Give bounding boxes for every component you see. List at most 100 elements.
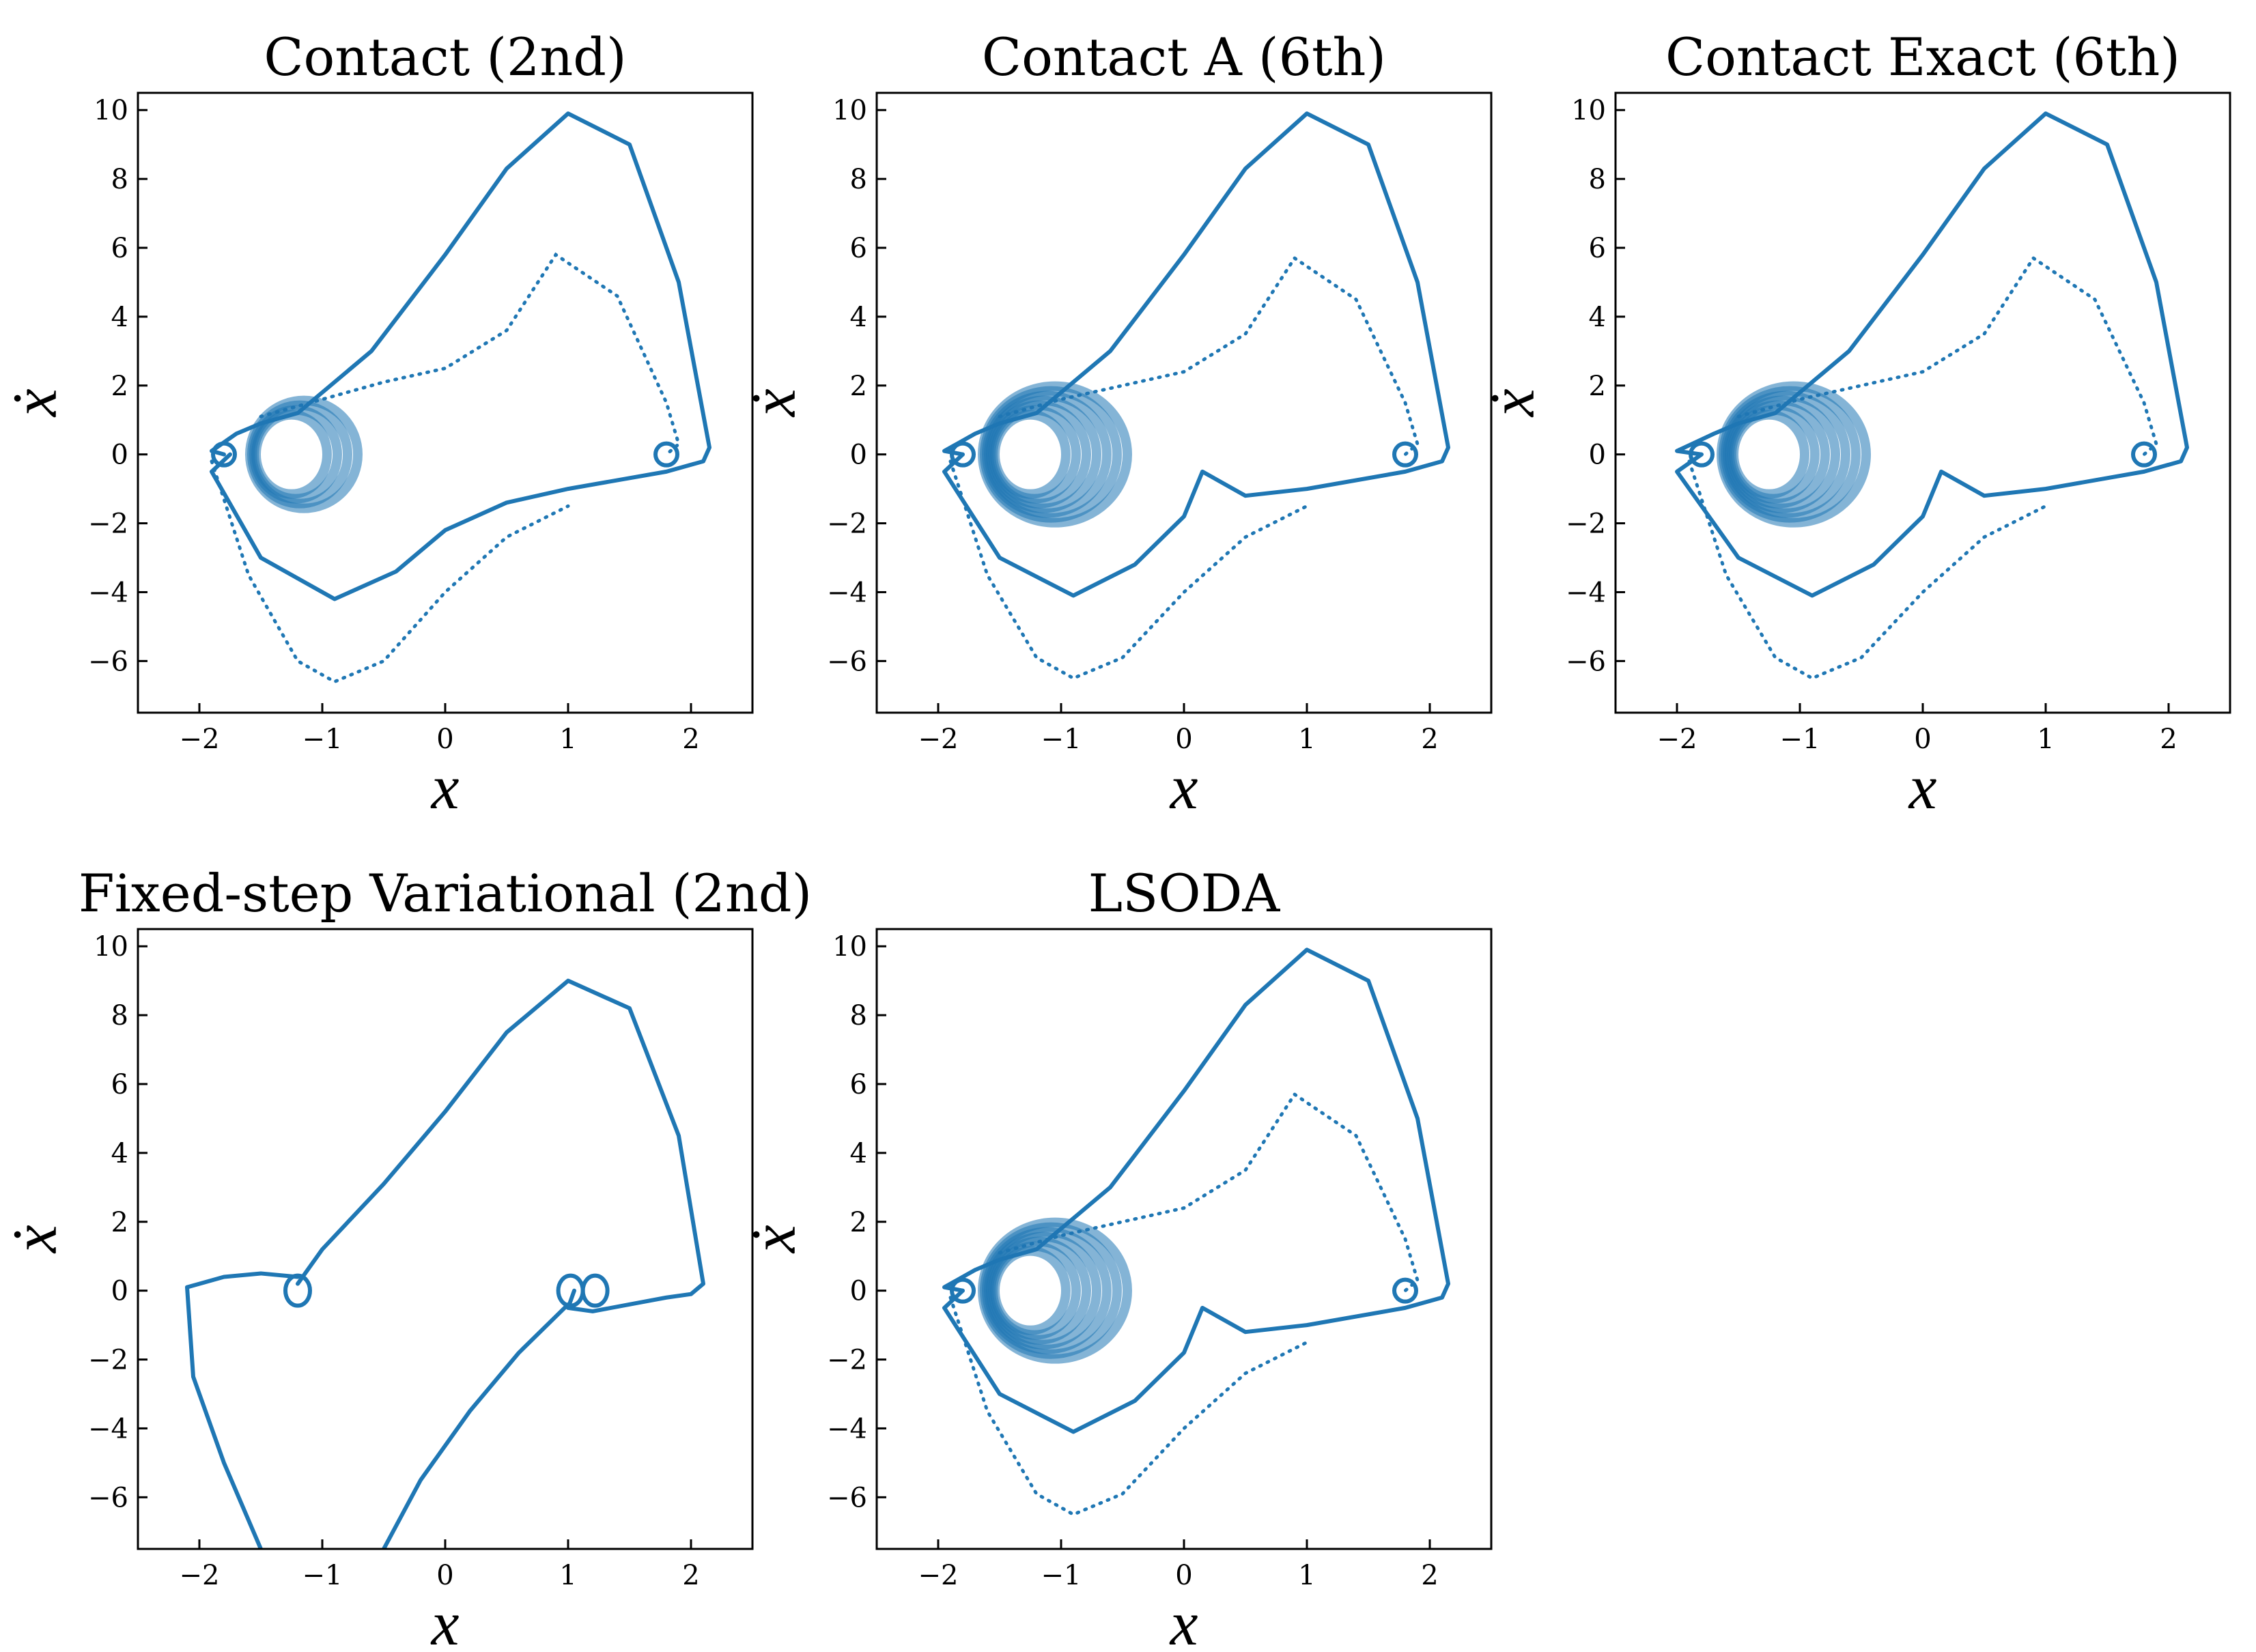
- chart-1-xtick-label: 2: [1421, 724, 1438, 755]
- chart-2-panel: Contact Exact (6th) −2 −1 0 1 2 −6 −4 −2 0 2 4 6 8 10 x…: [1478, 27, 2231, 822]
- chart-1-ytick-label: 6: [850, 233, 867, 264]
- chart-2-ytick-label: −2: [1566, 509, 1606, 540]
- chart-2-ytick-label: 8: [1589, 164, 1606, 195]
- chart-3-series-1: [185, 1271, 300, 1549]
- chart-0-spiral-3: [245, 395, 363, 513]
- chart-0-xtick-label: −1: [302, 724, 343, 755]
- chart-3-loop-2: [580, 1273, 610, 1308]
- chart-3-xtick-label: 1: [559, 1560, 576, 1591]
- chart-2-ytick-label: 4: [1589, 302, 1606, 333]
- chart-0-xtick-label: 1: [559, 724, 576, 755]
- chart-1-ylabel: ẋ: [739, 388, 808, 417]
- chart-2-ylabel: ẋ: [1478, 388, 1547, 417]
- chart-1-xtick-label: 0: [1175, 724, 1192, 755]
- chart-0-xtick-label: 0: [436, 724, 453, 755]
- chart-0-ytick-label: 10: [94, 95, 128, 126]
- chart-4-xtick-label: 0: [1175, 1560, 1192, 1591]
- chart-2-xlabel: x: [1908, 752, 1937, 822]
- chart-1-marks: [942, 111, 1450, 681]
- chart-2-series-2: [1687, 459, 2048, 681]
- chart-2-series-0: [1675, 111, 2189, 598]
- chart-1-ytick-label: −6: [827, 646, 867, 677]
- chart-4-xtick-label: 1: [1298, 1560, 1315, 1591]
- chart-1-ytick-label: 8: [850, 164, 867, 195]
- chart-3-ytick-label: 2: [111, 1207, 128, 1238]
- chart-3-ytick-label: 4: [111, 1138, 128, 1169]
- chart-2-frame: [1614, 91, 2231, 714]
- chart-1-title: Contact A (6th): [982, 27, 1386, 87]
- chart-3-xtick-label: −1: [302, 1560, 343, 1591]
- chart-0-ytick-label: −6: [88, 646, 128, 677]
- chart-4-ytick-label: 8: [850, 1000, 867, 1031]
- chart-3-ytick-label: −6: [88, 1482, 128, 1513]
- chart-4-panel: LSODA −2 −1 0 1 2 −6 −4 −2 0 2 4 6 8 10 x ẋ: [739, 863, 1493, 1652]
- chart-3-loop-0: [283, 1273, 312, 1308]
- chart-3-xtick-label: −2: [180, 1560, 220, 1591]
- chart-3-ytick-label: −4: [88, 1413, 128, 1444]
- chart-2-title: Contact Exact (6th): [1665, 27, 2180, 87]
- chart-0-xtick-label: 2: [682, 724, 699, 755]
- chart-0-marks: [210, 111, 711, 684]
- chart-2-marks: [1675, 111, 2189, 681]
- chart-4-ylabel: ẋ: [739, 1225, 808, 1253]
- chart-4-spiral-6: [978, 1217, 1132, 1364]
- chart-3-panel: Fixed-step Variational (2nd) −2 −1 0 1 2 −6 −4 −…: [0, 863, 812, 1652]
- chart-0-panel: Contact (2nd) −2 −1 0 1 2 −6 −4 −2 0 2 4 6 8 10 x ẋ: [0, 27, 754, 822]
- chart-2-xtick-label: 0: [1914, 724, 1931, 755]
- chart-3-xlabel: x: [430, 1589, 460, 1652]
- chart-0-ytick-label: 4: [111, 302, 128, 333]
- chart-4-ytick-label: −6: [827, 1482, 867, 1513]
- chart-4-ytick-label: −2: [827, 1345, 867, 1376]
- chart-2-xtick-label: 1: [2037, 724, 2054, 755]
- chart-4-series-0: [942, 948, 1450, 1434]
- chart-0-right-loop: [653, 441, 679, 468]
- chart-0-left-loop: [211, 441, 237, 468]
- chart-1-ytick-label: 4: [850, 302, 867, 333]
- chart-4-ytick-label: −4: [827, 1413, 867, 1444]
- chart-3-ytick-label: 0: [111, 1276, 128, 1307]
- chart-2-ytick-label: 10: [1571, 95, 1606, 126]
- chart-1-panel: Contact A (6th) −2 −1 0 1 2 −6 −4 −2 0 2 4 6 8 10 x ẋ: [739, 27, 1493, 822]
- chart-3-ytick-label: 10: [94, 931, 128, 963]
- chart-2-ytick-label: 2: [1589, 371, 1606, 402]
- chart-4-marks: [942, 948, 1450, 1517]
- chart-2-ytick-label: −4: [1566, 577, 1606, 608]
- chart-4-ytick-label: 6: [850, 1069, 867, 1100]
- chart-3-marks: [185, 978, 705, 1549]
- chart-1-xtick-label: −2: [918, 724, 959, 755]
- chart-2-ytick-label: 6: [1589, 233, 1606, 264]
- chart-0-ytick-label: −4: [88, 577, 128, 608]
- chart-4-xtick-label: −2: [918, 1560, 959, 1591]
- chart-0-ylabel: ẋ: [0, 388, 70, 417]
- chart-4-xtick-label: 2: [1421, 1560, 1438, 1591]
- chart-0-series-2: [210, 459, 570, 684]
- chart-2-right-loop: [2131, 441, 2157, 468]
- chart-2-xtick-label: −1: [1780, 724, 1820, 755]
- chart-1-xtick-label: −1: [1041, 724, 1082, 755]
- chart-3-ytick-label: −2: [88, 1345, 128, 1376]
- chart-0-series-1: [259, 252, 681, 457]
- chart-3-xtick-label: 2: [682, 1560, 699, 1591]
- chart-1-ytick-label: 0: [850, 440, 867, 471]
- chart-0-ytick-label: 8: [111, 164, 128, 195]
- chart-1-frame: [875, 91, 1493, 714]
- chart-3-title: Fixed-step Variational (2nd): [79, 863, 812, 924]
- chart-2-xtick-label: −2: [1657, 724, 1697, 755]
- chart-4-ytick-label: 4: [850, 1138, 867, 1169]
- chart-4-frame: [875, 928, 1493, 1550]
- chart-4-xlabel: x: [1169, 1589, 1198, 1652]
- chart-1-ytick-label: 10: [832, 95, 867, 126]
- chart-1-series-2: [948, 459, 1309, 681]
- chart-2-ytick-label: −6: [1566, 646, 1606, 677]
- chart-3-ytick-label: 8: [111, 1000, 128, 1031]
- chart-1-left-loop: [950, 441, 976, 468]
- chart-1-spiral-6: [978, 381, 1132, 528]
- chart-0-xlabel: x: [430, 752, 460, 822]
- chart-0-ytick-label: 2: [111, 371, 128, 402]
- chart-4-right-loop: [1392, 1277, 1418, 1304]
- chart-2-left-loop: [1689, 441, 1715, 468]
- chart-4-ytick-label: 2: [850, 1207, 867, 1238]
- chart-1-xlabel: x: [1169, 752, 1198, 822]
- chart-3-series-2: [382, 1302, 570, 1549]
